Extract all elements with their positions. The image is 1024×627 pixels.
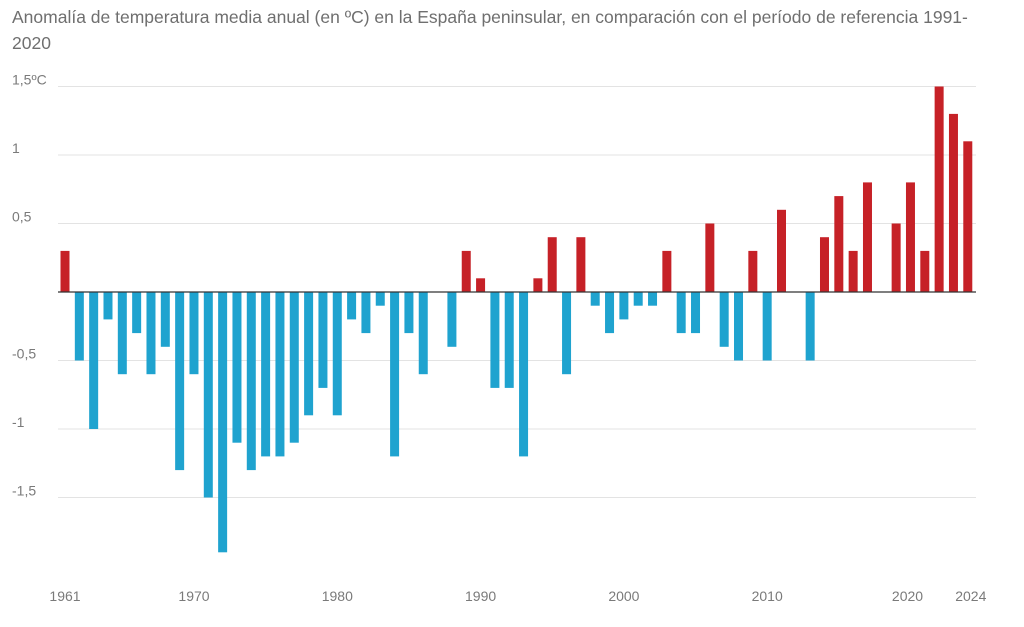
bar-2022: [934, 86, 944, 292]
bar-1963: [89, 292, 99, 429]
bar-1978: [304, 292, 314, 416]
bar-2008: [734, 292, 744, 361]
bar-1993: [519, 292, 529, 457]
bar-2016: [848, 250, 858, 292]
x-tick-label: 2020: [892, 588, 923, 604]
bar-2000: [619, 292, 629, 320]
bar-1970: [189, 292, 199, 375]
x-tick-label: 1970: [178, 588, 209, 604]
bar-2010: [762, 292, 772, 361]
bar-1992: [504, 292, 514, 388]
y-tick-label: -1,5: [12, 483, 36, 499]
bar-1980: [332, 292, 342, 416]
bar-2002: [648, 292, 658, 306]
bar-1969: [175, 292, 185, 471]
bar-1967: [146, 292, 156, 375]
bar-1975: [261, 292, 271, 457]
bar-1998: [590, 292, 600, 306]
bar-1991: [490, 292, 500, 388]
bar-1989: [461, 250, 471, 292]
bar-1971: [203, 292, 213, 498]
bar-1979: [318, 292, 328, 388]
y-tick-label: -1: [12, 414, 25, 430]
bar-2007: [719, 292, 729, 347]
bar-2006: [705, 223, 715, 292]
bar-2004: [676, 292, 686, 334]
bar-1997: [576, 237, 586, 292]
bar-1968: [160, 292, 170, 347]
bar-1962: [74, 292, 84, 361]
bar-2009: [748, 250, 758, 292]
bar-2001: [633, 292, 643, 306]
bar-1966: [132, 292, 142, 334]
bar-2020: [905, 182, 915, 292]
bar-2014: [819, 237, 829, 292]
bar-1995: [547, 237, 557, 292]
bar-1996: [562, 292, 572, 375]
bar-1994: [533, 278, 543, 292]
bar-1973: [232, 292, 242, 443]
y-tick-label: 0,5: [12, 209, 32, 225]
bar-2017: [862, 182, 872, 292]
bar-1965: [117, 292, 127, 375]
x-tick-label: 1961: [49, 588, 80, 604]
bar-2015: [834, 196, 844, 292]
bar-1999: [605, 292, 615, 334]
bar-1972: [218, 292, 228, 553]
bar-2024: [963, 141, 973, 292]
bar-1988: [447, 292, 457, 347]
y-tick-label: -0,5: [12, 346, 36, 362]
bar-2013: [805, 292, 815, 361]
x-tick-label: 2010: [752, 588, 783, 604]
bar-2021: [920, 250, 930, 292]
bar-1985: [404, 292, 414, 334]
bar-1986: [418, 292, 428, 375]
bar-1976: [275, 292, 285, 457]
bar-2019: [891, 223, 901, 292]
bar-1984: [390, 292, 400, 457]
x-tick-label: 2024: [955, 588, 986, 604]
x-tick-label: 1990: [465, 588, 496, 604]
x-axis-labels: 1961 1970 1980 1990 2000 2010 2020 2024: [49, 588, 986, 604]
bar-1961: [60, 250, 70, 292]
bar-1974: [246, 292, 256, 471]
bar-1990: [476, 278, 486, 292]
bar-2023: [948, 113, 958, 293]
bar-1964: [103, 292, 113, 320]
y-tick-label: 1,5ºC: [12, 72, 47, 88]
chart-title: Anomalía de temperatura media anual (en …: [12, 7, 968, 53]
bars: [60, 86, 973, 553]
x-tick-label: 2000: [608, 588, 639, 604]
y-tick-label: 1: [12, 140, 20, 156]
bar-2011: [777, 209, 786, 292]
bar-1981: [347, 292, 357, 320]
bar-2005: [691, 292, 701, 334]
bar-2003: [662, 250, 672, 292]
y-axis-labels: 1,5ºC 1 0,5 -0,5 -1 -1,5: [12, 72, 47, 499]
bar-1982: [361, 292, 371, 334]
bar-1977: [289, 292, 299, 443]
bar-1983: [375, 292, 385, 306]
x-tick-label: 1980: [322, 588, 353, 604]
